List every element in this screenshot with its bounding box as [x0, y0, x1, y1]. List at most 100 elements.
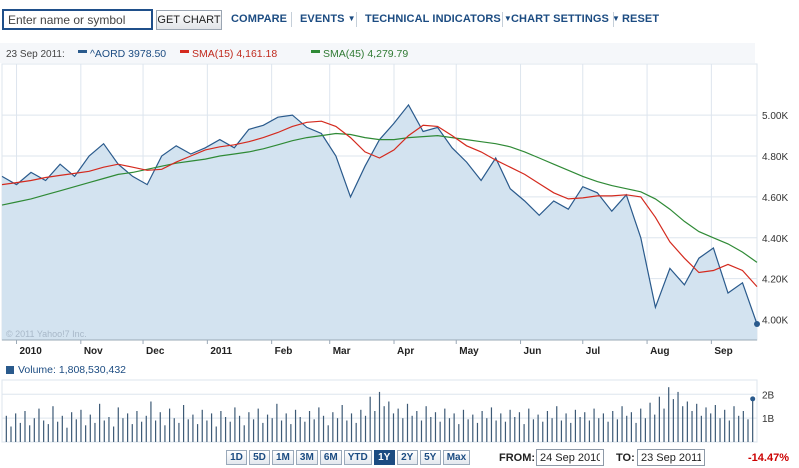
volume-bar	[537, 414, 539, 442]
volume-bar	[178, 422, 180, 442]
volume-bar	[439, 421, 441, 442]
volume-bar	[574, 409, 577, 442]
volume-bar	[145, 415, 147, 442]
volume-bar	[565, 413, 567, 442]
volume-bar	[131, 424, 133, 442]
volume-bar	[238, 415, 241, 442]
volume-bar	[24, 411, 26, 442]
volume-bar	[532, 419, 535, 442]
y-tick-label: 4.80K	[762, 152, 788, 163]
volume-bar	[425, 406, 427, 442]
range-button-1y[interactable]: 1Y	[373, 450, 395, 465]
volume-bar	[108, 417, 110, 442]
volume-bar	[299, 417, 301, 442]
volume-bar	[635, 422, 637, 442]
reset-menu[interactable]: RESET	[622, 13, 659, 25]
volume-bar	[486, 418, 488, 442]
volume-bar	[159, 412, 161, 442]
menu-divider	[291, 12, 292, 27]
volume-bar	[584, 412, 586, 442]
volume-bar	[29, 425, 31, 442]
range-button-3m[interactable]: 3M	[295, 450, 318, 465]
range-button-5y[interactable]: 5Y	[419, 450, 441, 465]
volume-bar	[322, 415, 325, 442]
volume-bar	[313, 419, 315, 442]
volume-bar	[528, 408, 530, 442]
volume-bar	[598, 418, 600, 442]
x-tick-label: Mar	[333, 346, 351, 357]
volume-bar	[262, 422, 264, 442]
volume-bar	[714, 405, 716, 442]
volume-bar	[724, 409, 726, 442]
y-tick-label: 4.60K	[762, 193, 788, 204]
volume-bar	[686, 401, 688, 442]
get-chart-button[interactable]: GET CHART	[156, 10, 222, 30]
menu-divider	[356, 12, 357, 27]
volume-bar	[350, 413, 353, 442]
volume-bar	[560, 420, 563, 442]
volume-bar	[294, 409, 297, 442]
volume-bar	[304, 421, 306, 442]
x-tick-label: Nov	[84, 346, 103, 357]
range-button-1d[interactable]: 1D	[226, 450, 247, 465]
price-chart[interactable]: 5.00K 4.80K 4.60K 4.40K 4.20K 4.00K 2010 Nov De…	[0, 38, 799, 358]
range-selector: 1D 5D 1M 3M 6M YTD 1Y 2Y 5Y Max	[226, 450, 471, 466]
volume-bar	[742, 411, 744, 442]
compare-menu[interactable]: COMPARE	[231, 13, 287, 25]
volume-bar	[71, 412, 73, 442]
volume-bar	[579, 417, 581, 442]
range-button-max[interactable]: Max	[442, 450, 471, 465]
sma15-legend-swatch	[180, 50, 189, 53]
period-change-value: -14.47%	[748, 452, 789, 464]
volume-bar	[99, 403, 101, 442]
volume-bar	[196, 424, 199, 442]
range-button-6m[interactable]: 6M	[319, 450, 342, 465]
range-button-5d[interactable]: 5D	[249, 450, 270, 465]
technical-indicators-menu[interactable]: TECHNICAL INDICATORS ▼	[365, 13, 512, 25]
volume-bar	[89, 414, 91, 442]
symbol-search-input[interactable]	[2, 9, 153, 30]
volume-bar	[150, 401, 152, 442]
volume-bar	[700, 415, 702, 442]
volume-tick-label: 2B	[762, 390, 775, 401]
volume-bar	[10, 426, 12, 442]
volume-bar	[658, 396, 660, 442]
sma45-series-line	[1, 132, 758, 263]
to-date-input[interactable]	[637, 449, 705, 466]
range-button-ytd[interactable]: YTD	[343, 450, 372, 465]
volume-bar	[691, 411, 693, 442]
range-button-2y[interactable]: 2Y	[396, 450, 418, 465]
volume-bar	[155, 420, 157, 442]
volume-bar	[43, 420, 45, 442]
volume-bar	[640, 408, 642, 442]
volume-bar	[411, 415, 413, 442]
volume-bar	[318, 407, 320, 442]
x-tick-label: Aug	[650, 346, 669, 357]
y-tick-label: 5.00K	[762, 111, 788, 122]
from-label: FROM:	[499, 452, 536, 464]
range-button-1m[interactable]: 1M	[272, 450, 294, 465]
volume-bar	[94, 422, 96, 442]
volume-bar	[738, 415, 740, 442]
volume-bar	[182, 405, 185, 442]
sma15-series-line	[1, 120, 758, 288]
volume-bar	[621, 406, 623, 442]
volume-bar	[215, 426, 217, 442]
volume-bar	[588, 420, 591, 442]
from-date-input[interactable]	[536, 449, 604, 466]
volume-chart[interactable]: Volume: 1,808,530,432 2B 1B	[0, 358, 799, 448]
volume-bar	[341, 405, 343, 442]
y-tick-label: 4.20K	[762, 275, 788, 286]
menu-divider	[613, 12, 614, 27]
volume-bar	[402, 418, 404, 442]
volume-bar	[192, 414, 194, 442]
volume-bar	[346, 420, 348, 442]
volume-bar	[103, 420, 105, 442]
volume-bar	[280, 420, 283, 442]
volume-bar	[752, 398, 754, 442]
chart-settings-menu[interactable]: CHART SETTINGS ▼	[511, 13, 620, 25]
volume-bar	[644, 418, 646, 442]
sma45-legend-swatch	[311, 50, 320, 53]
volume-bar	[285, 413, 287, 442]
events-menu[interactable]: EVENTS ▼	[300, 13, 356, 25]
